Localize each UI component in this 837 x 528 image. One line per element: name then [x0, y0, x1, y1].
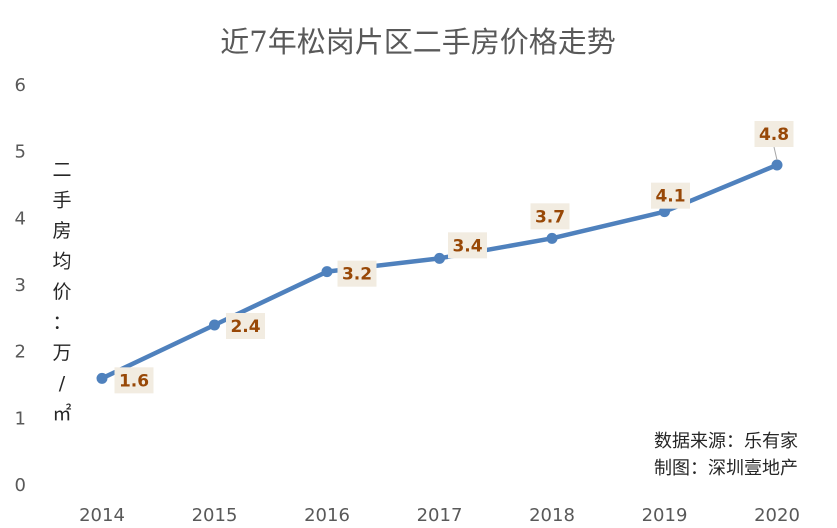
x-tick-label: 2018	[529, 505, 575, 526]
data-label: 4.8	[759, 125, 789, 145]
data-point	[659, 206, 670, 218]
x-axis-ticks: 2014 2015 2016 2017 2018 2019 2020	[79, 505, 800, 526]
data-label: 3.4	[452, 236, 482, 256]
y-label-char: 价	[52, 281, 71, 303]
data-label-box	[530, 203, 570, 230]
x-tick-label: 2017	[417, 505, 463, 526]
y-label-char: /	[59, 373, 66, 395]
data-labels-group: 1.6 2.4 3.2 3.4 3.7 4.1 4.8	[114, 121, 794, 394]
x-tick-label: 2019	[642, 505, 688, 526]
data-point	[771, 159, 783, 171]
data-source-note: 数据来源：乐有家	[654, 431, 798, 452]
data-point	[434, 252, 445, 264]
y-tick-label: 6	[15, 75, 26, 96]
data-label-box	[114, 367, 154, 394]
data-point	[209, 319, 220, 331]
data-label: 4.1	[655, 187, 685, 207]
x-tick-label: 2020	[754, 505, 800, 526]
y-label-char: 手	[52, 190, 71, 212]
data-label: 3.7	[535, 207, 565, 227]
y-tick-label: 0	[15, 475, 26, 496]
data-label: 3.2	[342, 265, 372, 285]
data-label: 1.6	[119, 371, 149, 391]
y-label-char: 万	[52, 342, 71, 364]
data-label-box	[226, 313, 265, 339]
data-label-box	[651, 182, 690, 209]
data-label-box	[448, 232, 487, 259]
x-tick-label: 2016	[304, 505, 350, 526]
y-tick-label: 4	[15, 208, 26, 229]
y-label-char: 二	[52, 159, 71, 181]
y-tick-label: 3	[15, 275, 26, 296]
y-label-char: ：	[52, 312, 71, 334]
y-label-char: 均	[52, 251, 71, 273]
y-tick-label: 2	[15, 342, 26, 363]
y-axis-ticks: 0 1 2 3 4 5 6	[15, 75, 26, 496]
data-point	[546, 232, 558, 244]
data-label-box	[754, 121, 794, 147]
y-tick-label: 1	[15, 408, 26, 429]
chart-title: 近7年松岗片区二手房价格走势	[220, 25, 615, 59]
chart-maker-note: 制图：深圳壹地产	[654, 458, 798, 479]
y-tick-label: 5	[15, 142, 26, 163]
x-tick-label: 2014	[79, 505, 125, 526]
y-label-char: ㎡	[52, 402, 71, 425]
data-point	[96, 372, 108, 384]
y-label-char: 房	[52, 220, 71, 242]
x-tick-label: 2015	[192, 505, 238, 526]
data-label: 2.4	[230, 317, 260, 337]
series-group	[96, 159, 783, 384]
data-point	[321, 266, 333, 278]
label-leader-line	[773, 146, 778, 161]
data-label-box	[337, 260, 377, 287]
